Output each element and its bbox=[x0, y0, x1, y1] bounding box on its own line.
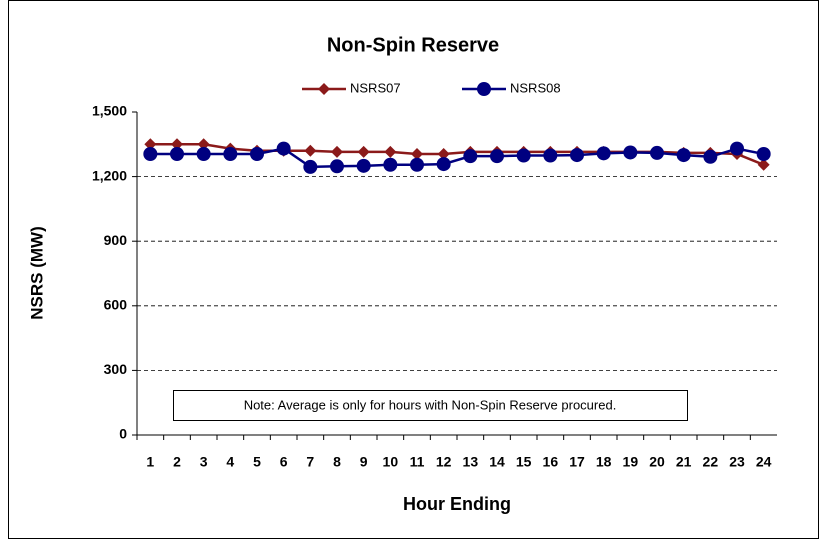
x-tick-label: 24 bbox=[756, 454, 772, 470]
point bbox=[197, 138, 210, 151]
y-tick-label: 1,200 bbox=[92, 167, 127, 183]
point bbox=[570, 148, 584, 163]
point bbox=[516, 148, 531, 163]
x-tick-label: 19 bbox=[623, 454, 639, 470]
legend-label: NSRS08 bbox=[510, 80, 561, 95]
point bbox=[276, 141, 291, 156]
y-tick-label: 900 bbox=[104, 232, 128, 248]
point bbox=[357, 145, 370, 158]
x-tick-label: 17 bbox=[569, 454, 585, 470]
point bbox=[436, 157, 451, 172]
x-tick-label: 14 bbox=[489, 454, 505, 470]
point bbox=[223, 146, 238, 161]
x-tick-label: 7 bbox=[306, 454, 314, 470]
point bbox=[703, 149, 718, 164]
point bbox=[383, 157, 398, 172]
x-tick-label: 18 bbox=[596, 454, 612, 470]
x-tick-label: 13 bbox=[463, 454, 479, 470]
point bbox=[331, 145, 343, 158]
y-tick-label: 600 bbox=[104, 297, 128, 313]
y-axis-label: NSRS (MW) bbox=[27, 226, 46, 319]
x-tick-label: 23 bbox=[729, 454, 745, 470]
point bbox=[143, 146, 158, 161]
y-tick-label: 1,500 bbox=[92, 103, 127, 119]
point bbox=[170, 146, 184, 161]
x-tick-label: 2 bbox=[173, 454, 181, 470]
point bbox=[543, 148, 558, 163]
point bbox=[330, 159, 344, 174]
point bbox=[650, 145, 664, 160]
x-tick-label: 1 bbox=[146, 454, 154, 470]
x-tick-label: 5 bbox=[253, 454, 261, 470]
x-tick-label: 6 bbox=[280, 454, 288, 470]
x-tick-label: 16 bbox=[543, 454, 559, 470]
point bbox=[250, 146, 264, 161]
point bbox=[463, 149, 478, 164]
point bbox=[384, 145, 397, 158]
note: Note: Average is only for hours with Non… bbox=[244, 397, 617, 412]
point bbox=[144, 138, 157, 151]
point bbox=[730, 141, 744, 156]
point bbox=[757, 158, 770, 171]
point bbox=[756, 146, 771, 161]
x-tick-label: 3 bbox=[200, 454, 208, 470]
point bbox=[411, 147, 423, 160]
x-axis-label: Hour Ending bbox=[403, 494, 511, 514]
point bbox=[477, 82, 491, 96]
point bbox=[171, 138, 183, 151]
x-tick-label: 20 bbox=[649, 454, 665, 470]
point bbox=[304, 144, 317, 157]
point bbox=[356, 158, 371, 173]
x-tick-label: 8 bbox=[333, 454, 341, 470]
point bbox=[596, 146, 611, 161]
y-tick-label: 0 bbox=[119, 426, 127, 442]
x-tick-label: 12 bbox=[436, 454, 452, 470]
point bbox=[303, 159, 318, 174]
x-tick-label: 4 bbox=[226, 454, 234, 470]
legend-label: NSRS07 bbox=[350, 80, 401, 95]
x-tick-label: 11 bbox=[410, 454, 425, 470]
y-tick-label: 300 bbox=[104, 361, 128, 377]
point bbox=[318, 83, 330, 95]
x-tick-label: 10 bbox=[383, 454, 399, 470]
x-tick-label: 9 bbox=[360, 454, 368, 470]
point bbox=[676, 148, 691, 163]
point bbox=[437, 147, 450, 160]
x-tick-label: 22 bbox=[703, 454, 719, 470]
chart-frame bbox=[8, 0, 819, 539]
point bbox=[490, 149, 504, 164]
chart-title: Non-Spin Reserve bbox=[327, 34, 499, 56]
point bbox=[196, 146, 211, 161]
x-tick-label: 21 bbox=[676, 454, 692, 470]
note-box bbox=[173, 390, 688, 421]
point bbox=[623, 145, 638, 160]
point bbox=[410, 157, 424, 172]
x-tick-label: 15 bbox=[516, 454, 532, 470]
